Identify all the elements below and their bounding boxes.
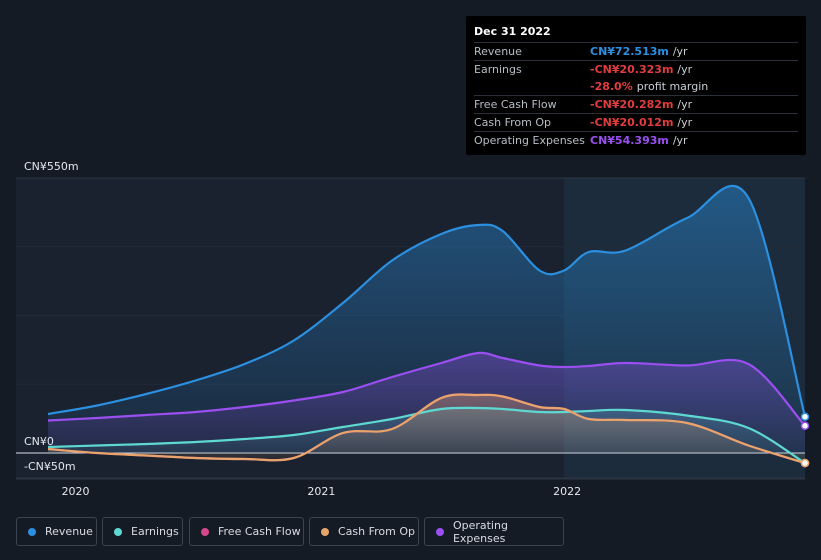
y-tick-label: CN¥0 [24, 435, 54, 448]
tooltip-label-empty [474, 79, 590, 95]
tooltip-unit: /yr [677, 63, 693, 76]
tooltip-row-fcf: Free Cash Flow -CN¥20.282m /yr [474, 95, 798, 113]
tooltip-unit: profit margin [636, 80, 709, 93]
earnings-line [47, 406, 806, 465]
x-tick-label: 2022 [553, 485, 581, 498]
x-axis-labels: 2020 2021 2022 [62, 485, 582, 498]
y-axis-labels: CN¥550m CN¥0 -CN¥50m [24, 160, 79, 473]
legend-label: Free Cash Flow [218, 525, 301, 538]
legend-revenue[interactable]: Revenue [16, 517, 97, 546]
tooltip-row-cfo: Cash From Op -CN¥20.012m /yr [474, 113, 798, 131]
tooltip-value: CN¥72.513m [590, 45, 669, 58]
tooltip-value: -28.0% [590, 80, 633, 93]
tooltip-value: -CN¥20.282m [590, 98, 674, 111]
cfo-endpoint-marker [800, 458, 810, 468]
tooltip-row-revenue: Revenue CN¥72.513m /yr [474, 42, 798, 60]
y-tick-label: -CN¥50m [24, 460, 76, 473]
tooltip-unit: /yr [672, 45, 688, 58]
cfo-line [47, 393, 806, 465]
tooltip-date: Dec 31 2022 [474, 25, 551, 38]
tooltip-value: CN¥54.393m [590, 134, 669, 147]
tooltip-row-margin: -28.0% profit margin [474, 78, 798, 95]
legend-label: Operating Expenses [452, 518, 508, 545]
revenue-dot-icon [28, 527, 36, 536]
tooltip-value: -CN¥20.323m [590, 63, 674, 76]
legend-free-cash-flow[interactable]: Free Cash Flow [189, 517, 304, 546]
cfo-area [48, 394, 805, 463]
earnings-dot-icon [114, 527, 122, 536]
tooltip-label: Revenue [474, 45, 522, 58]
operating-expenses-dot-icon [436, 527, 444, 536]
tooltip-label: Free Cash Flow [474, 98, 557, 111]
opex-endpoint-marker [800, 421, 810, 431]
series-lines [47, 184, 810, 468]
legend-label: Revenue [45, 525, 93, 538]
cash-from-op-dot-icon [321, 527, 329, 536]
tooltip-row-earnings: Earnings -CN¥20.323m /yr [474, 60, 798, 78]
tooltip-unit: /yr [677, 98, 693, 111]
legend-cash-from-op[interactable]: Cash From Op [309, 517, 419, 546]
revenue-line [47, 184, 807, 418]
data-tooltip: Dec 31 2022 Revenue CN¥72.513m /yr Earni… [466, 16, 806, 155]
tooltip-label: Earnings [474, 63, 522, 76]
tooltip-row-opex: Operating Expenses CN¥54.393m /yr [474, 131, 798, 149]
opex-line [47, 351, 806, 427]
tooltip-unit: /yr [677, 116, 693, 129]
legend-operating-expenses[interactable]: Operating Expenses [424, 517, 564, 546]
free-cash-flow-dot-icon [201, 527, 209, 536]
legend-label: Cash From Op [338, 525, 416, 538]
tooltip-value: -CN¥20.012m [590, 116, 674, 129]
legend-label: Earnings [131, 525, 179, 538]
x-tick-label: 2021 [307, 485, 335, 498]
revenue-endpoint-marker [800, 412, 810, 421]
tooltip-label: Cash From Op [474, 116, 552, 129]
tooltip-label: Operating Expenses [474, 134, 585, 147]
x-tick-label: 2020 [62, 485, 90, 498]
legend-earnings[interactable]: Earnings [102, 517, 183, 546]
tooltip-unit: /yr [672, 134, 688, 147]
y-tick-label: CN¥550m [24, 160, 79, 173]
